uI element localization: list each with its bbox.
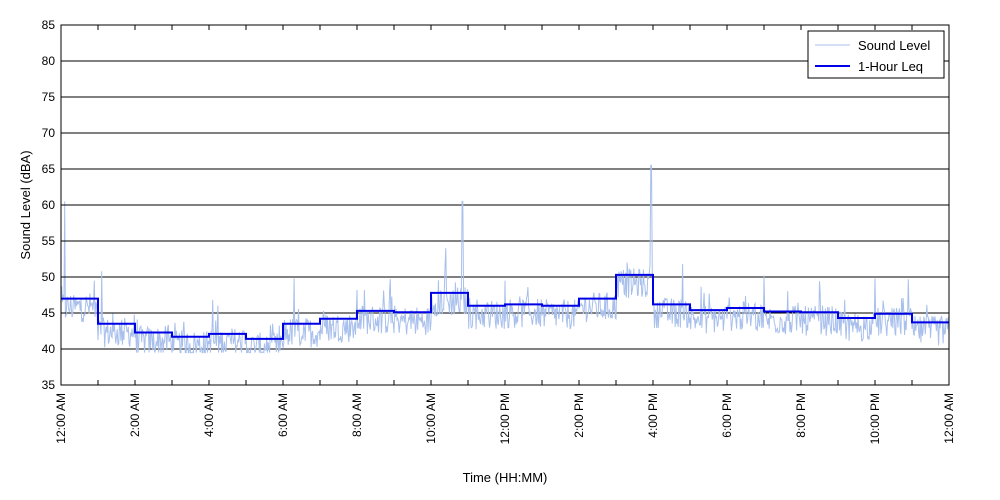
- y-tick-label: 35: [42, 378, 56, 392]
- x-axis: 12:00 AM 2:00 AM 4:00 AM 6:00 AM 8:00 AM 10:0…: [54, 25, 956, 444]
- x-tick-label: 6:00 PM: [720, 393, 734, 438]
- x-tick-label: 10:00 PM: [868, 393, 882, 444]
- y-axis: 35 40 45 50 55 60 65 70 75 80 85: [42, 18, 949, 392]
- y-axis-title: Sound Level (dBA): [18, 150, 33, 259]
- x-tick-label: 2:00 AM: [128, 393, 142, 437]
- legend-box: [807, 30, 945, 79]
- x-tick-label: 2:00 PM: [572, 393, 586, 438]
- sound-level-line: [60, 164, 950, 354]
- legend-leq-label: 1-Hour Leq: [858, 59, 923, 74]
- leq-series: [61, 273, 949, 340]
- y-tick-label: 85: [42, 18, 56, 32]
- sound-level-series: [60, 164, 950, 354]
- x-tick-label: 8:00 AM: [350, 393, 364, 437]
- leq-line: [61, 273, 949, 340]
- y-tick-label: 40: [42, 342, 56, 356]
- x-tick-label: 4:00 AM: [202, 393, 216, 437]
- legend: Sound Level 1-Hour Leq: [807, 30, 945, 79]
- y-tick-label: 55: [42, 234, 56, 248]
- x-tick-label: 12:00 AM: [942, 393, 956, 444]
- y-tick-label: 80: [42, 54, 56, 68]
- y-tick-label: 65: [42, 162, 56, 176]
- y-tick-label: 75: [42, 90, 56, 104]
- x-tick-label: 10:00 AM: [424, 393, 438, 444]
- y-tick-label: 50: [42, 270, 56, 284]
- x-tick-label: 8:00 PM: [794, 393, 808, 438]
- x-axis-title: Time (HH:MM): [463, 470, 548, 485]
- x-tick-label: 4:00 PM: [646, 393, 660, 438]
- y-tick-label: 60: [42, 198, 56, 212]
- x-tick-label: 12:00 PM: [498, 393, 512, 444]
- y-tick-label: 45: [42, 306, 56, 320]
- legend-sound-level-label: Sound Level: [858, 38, 930, 53]
- x-tick-label: 6:00 AM: [276, 393, 290, 437]
- x-tick-label: 12:00 AM: [54, 393, 68, 444]
- y-tick-label: 70: [42, 126, 56, 140]
